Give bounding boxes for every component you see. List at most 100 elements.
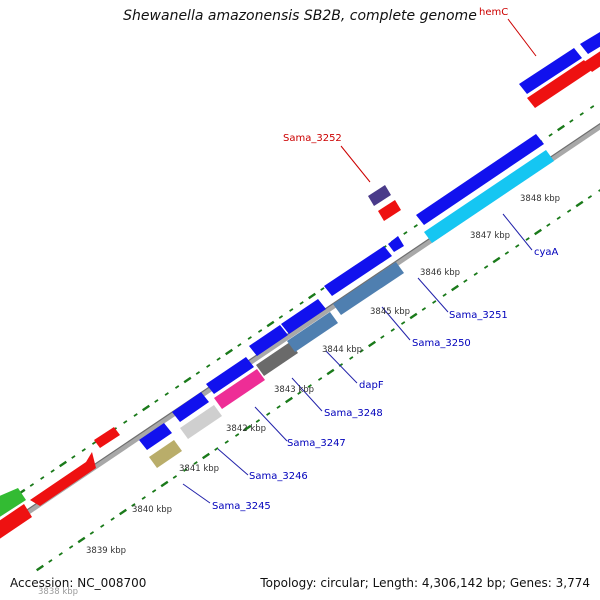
cog-pink-3247 bbox=[214, 369, 265, 409]
gene-label: Sama_3245 bbox=[212, 501, 271, 512]
tick-mark bbox=[133, 413, 138, 417]
gene-blue-3250 bbox=[324, 246, 392, 296]
tick-mark bbox=[160, 480, 169, 488]
tick-mark bbox=[525, 237, 530, 241]
tick-mark bbox=[216, 357, 221, 361]
tick-mark bbox=[77, 536, 86, 544]
tick-mark bbox=[483, 265, 489, 269]
tick-mark bbox=[48, 559, 53, 563]
tick-mark bbox=[575, 200, 584, 208]
cog-khaki-3245 bbox=[149, 440, 182, 468]
tick-mark bbox=[247, 336, 252, 340]
scale-label: 3848 kbp bbox=[520, 194, 560, 204]
tick-mark bbox=[409, 312, 418, 320]
gene-blue-3248 bbox=[249, 325, 288, 356]
tick-mark bbox=[119, 508, 127, 516]
tick-mark bbox=[566, 209, 572, 213]
gene-label: Sama_3251 bbox=[449, 310, 508, 321]
gene-red-hemC-b bbox=[584, 51, 600, 72]
tick-mark bbox=[174, 385, 180, 389]
tick-mark bbox=[320, 287, 325, 291]
tick-mark bbox=[89, 531, 95, 535]
tick-mark bbox=[40, 476, 45, 480]
tick-mark bbox=[380, 335, 385, 339]
tick-mark bbox=[202, 452, 210, 460]
tick-mark bbox=[225, 348, 233, 356]
tick-mark bbox=[151, 489, 157, 493]
tick-mark bbox=[36, 564, 44, 572]
scale-label: 3847 kbp bbox=[470, 231, 510, 241]
tick-mark bbox=[289, 308, 294, 312]
tick-mark bbox=[589, 105, 595, 109]
tick-mark bbox=[243, 424, 252, 432]
tick-mark bbox=[266, 320, 275, 328]
tick-mark bbox=[390, 328, 395, 332]
cog-steelblue-3250 bbox=[333, 262, 404, 315]
gene-red-long bbox=[30, 452, 96, 506]
gene-label: Sama_3252 bbox=[283, 133, 342, 144]
tick-mark bbox=[214, 447, 219, 451]
tick-mark bbox=[557, 124, 565, 132]
gene-label: cyaA bbox=[534, 247, 559, 258]
tick-mark bbox=[142, 404, 150, 412]
tick-mark bbox=[255, 419, 261, 423]
gene-callouts bbox=[182, 18, 537, 504]
tick-mark bbox=[278, 315, 284, 319]
tick-mark bbox=[81, 448, 86, 452]
scale-label: 3838 kbp bbox=[38, 587, 78, 597]
tick-mark bbox=[50, 469, 55, 473]
tick-mark bbox=[234, 433, 240, 437]
map-title: Shewanella amazonensis SB2B, complete ge… bbox=[123, 8, 477, 24]
tick-mark bbox=[442, 293, 447, 297]
tick-mark bbox=[413, 224, 418, 228]
gene-purple-3252 bbox=[368, 185, 391, 206]
tick-mark bbox=[359, 349, 364, 353]
scale-label: 3842 kbp bbox=[226, 424, 266, 434]
gene-blue-dapF bbox=[281, 299, 326, 334]
tick-mark bbox=[403, 231, 408, 235]
cog-steelblue-dapF bbox=[287, 312, 338, 352]
tick-mark bbox=[451, 284, 459, 292]
tick-mark bbox=[579, 112, 584, 116]
tick-mark bbox=[183, 468, 188, 472]
scale-label: 3845 kbp bbox=[370, 307, 410, 317]
tick-mark bbox=[534, 228, 542, 236]
genome-summary: Topology: circular; Length: 4,306,142 bp… bbox=[260, 576, 590, 590]
tick-mark bbox=[285, 396, 293, 404]
tick-mark bbox=[297, 391, 302, 395]
tick-mark bbox=[307, 384, 312, 388]
tick-mark bbox=[299, 301, 304, 305]
tick-mark bbox=[504, 251, 510, 255]
tick-mark bbox=[266, 412, 271, 416]
tick-mark bbox=[68, 545, 74, 549]
tick-mark bbox=[546, 223, 551, 227]
tick-mark bbox=[492, 256, 501, 264]
tick-mark bbox=[59, 460, 67, 468]
tick-mark bbox=[473, 272, 478, 276]
tick-mark bbox=[193, 461, 198, 465]
tick-mark bbox=[548, 133, 553, 137]
tick-mark bbox=[400, 321, 406, 325]
tick-mark bbox=[131, 503, 136, 507]
tick-mark bbox=[71, 455, 76, 459]
cog-darkgray-3248 bbox=[256, 342, 298, 376]
tick-mark bbox=[317, 377, 323, 381]
scale-label: 3840 kbp bbox=[132, 505, 172, 515]
cog-track-inner bbox=[149, 150, 554, 468]
tick-mark bbox=[349, 356, 354, 360]
tick-mark bbox=[432, 300, 437, 304]
gene-label: Sama_3246 bbox=[249, 471, 308, 482]
gene-blue-hemC-b bbox=[580, 32, 600, 54]
tick-mark bbox=[598, 189, 600, 192]
gene-red-3252 bbox=[378, 200, 401, 221]
tick-mark bbox=[154, 399, 159, 403]
gene-blue-cyaA bbox=[416, 134, 544, 225]
gene-track-outer bbox=[0, 32, 600, 539]
scale-label: 3841 kbp bbox=[179, 464, 219, 474]
tick-mark bbox=[164, 392, 169, 396]
tick-mark bbox=[58, 552, 63, 556]
gene-blue-3251 bbox=[388, 236, 404, 252]
scale-label: 3846 kbp bbox=[420, 268, 460, 278]
